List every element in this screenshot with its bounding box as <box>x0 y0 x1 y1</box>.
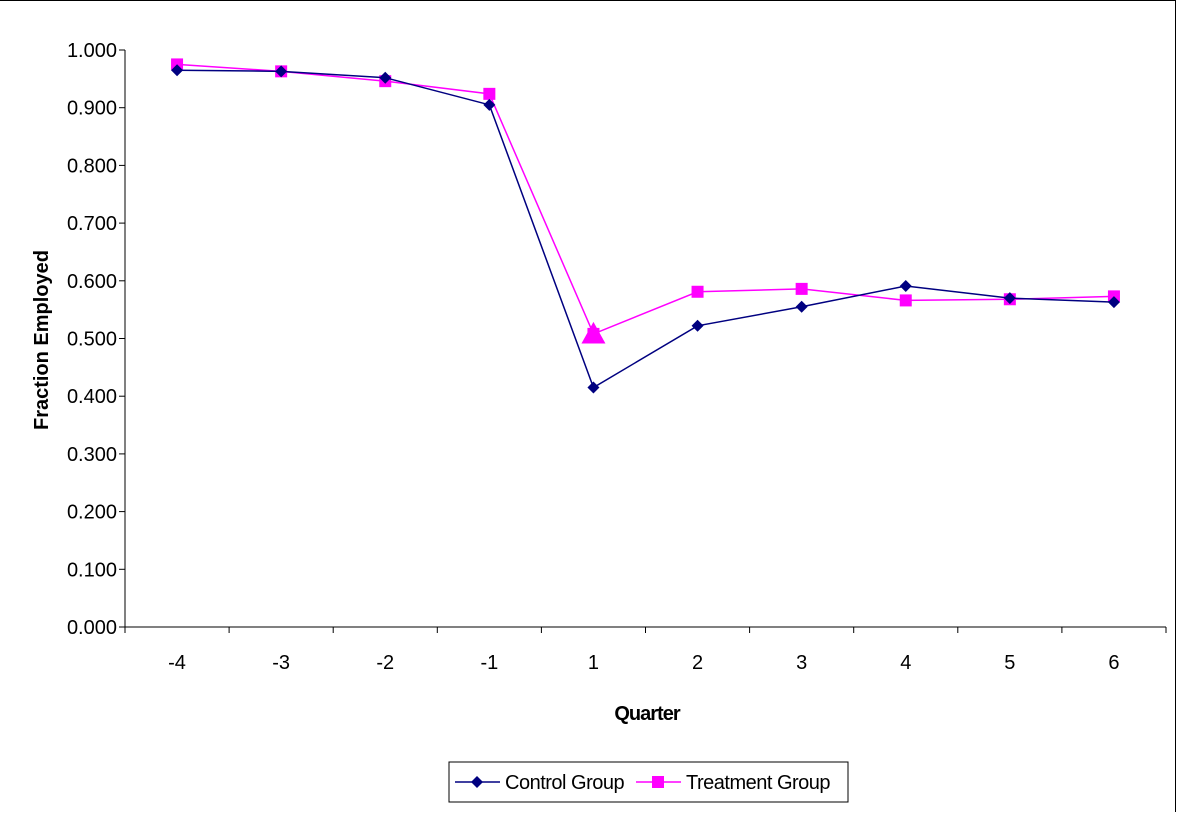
y-tick-label: 0.200 <box>67 502 117 524</box>
y-tick-label: 0.300 <box>67 444 117 466</box>
legend-swatch-marker <box>471 776 483 788</box>
point-control-group--4 <box>171 64 184 77</box>
y-tick-label: 0.400 <box>67 386 117 408</box>
series-control-group <box>171 64 1120 394</box>
legend: Control Group Treatment Group <box>448 761 849 803</box>
point-control-group-3 <box>795 300 808 313</box>
point-control-group--2 <box>379 71 392 84</box>
y-tick-label: 0.900 <box>67 98 117 120</box>
point-treatment-group-2 <box>691 285 704 298</box>
series-layer <box>171 58 1120 394</box>
point-treatment-group--1 <box>483 87 496 100</box>
point-control-group--3 <box>275 65 288 78</box>
y-tick-label: 0.100 <box>67 559 117 581</box>
legend-label: Control Group <box>505 772 624 794</box>
series-line-treatment-group <box>177 63 1114 335</box>
y-tick-label: 0.600 <box>67 271 117 293</box>
point-control-group-6 <box>1107 296 1120 309</box>
x-tick-label: 1 <box>588 652 599 674</box>
x-tick-label: 4 <box>900 652 911 674</box>
x-tick-label: 6 <box>1108 652 1119 674</box>
point-control-group-2 <box>691 319 704 332</box>
x-tick-label: -1 <box>480 652 498 674</box>
point-treatment-group-3 <box>795 282 808 295</box>
x-tick-label: -4 <box>168 652 186 674</box>
point-control-group-5 <box>1003 292 1016 305</box>
point-control-group-1 <box>587 381 600 394</box>
point-control-group-4 <box>899 279 912 292</box>
point-treatment-group-4 <box>899 294 912 307</box>
y-tick-label: 0.700 <box>67 213 117 235</box>
y-axis-title: Fraction Employed <box>31 250 53 430</box>
y-tick-label: 1.000 <box>67 40 117 62</box>
x-axis-title: Quarter <box>614 703 680 725</box>
series-line-control-group <box>177 69 1114 389</box>
x-tick-label: 5 <box>1004 652 1015 674</box>
legend-item-control-group: Control Group <box>455 772 625 794</box>
point-control-group--1 <box>483 98 496 111</box>
y-tick-label: 0.500 <box>67 329 117 351</box>
y-tick-label: 0.000 <box>67 617 117 639</box>
annotation-triangle-marker <box>581 321 606 344</box>
x-tick-label: -2 <box>376 652 394 674</box>
x-tick-label: 2 <box>692 652 703 674</box>
legend-swatch-marker <box>652 776 664 788</box>
legend-item-treatment-group: Treatment Group <box>636 772 831 794</box>
series-treatment-group <box>171 58 1120 340</box>
x-axis-ticks: -4 -3 -2 -1 1 2 3 4 5 6 <box>124 627 1167 674</box>
x-tick-label: 3 <box>796 652 807 674</box>
y-axis-ticks: 0.000 0.100 0.200 0.300 0.400 0.500 0.600 0.700… <box>67 40 125 639</box>
legend-label: Treatment Group <box>686 772 830 794</box>
y-tick-label: 0.800 <box>67 155 117 177</box>
x-tick-label: -3 <box>272 652 290 674</box>
axes <box>124 50 1166 628</box>
